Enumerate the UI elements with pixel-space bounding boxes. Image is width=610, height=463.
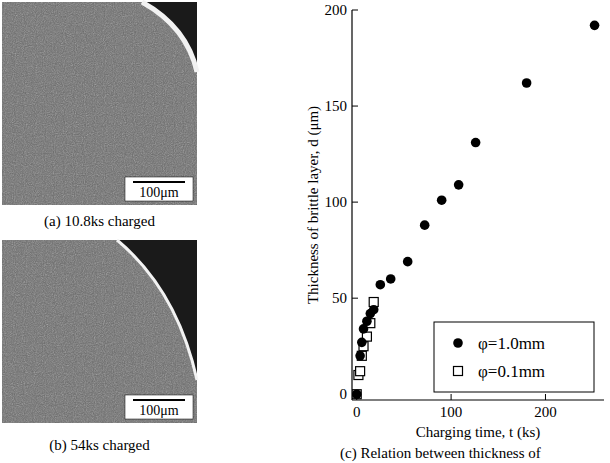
legend-label: φ=1.0mm [478,334,545,353]
panel-caption: (a) 10.8ks charged [44,213,155,230]
scale-bar-label: 100μm [139,403,179,418]
legend-marker [453,338,463,348]
scale-bar-box [125,395,193,419]
y-tick [352,106,358,107]
micrograph-texture [2,2,197,205]
legend-label: φ=0.1mm [478,362,545,381]
data-point [356,367,365,376]
micrograph: 100μm [2,240,197,423]
data-point [454,180,464,190]
y-tick-label: 150 [325,98,348,114]
micrograph: 100μm [2,2,197,205]
y-tick-label: 50 [332,290,347,306]
legend-marker [454,367,463,376]
data-point [355,351,365,361]
y-tick-label: 0 [340,386,348,402]
x-tick-label: 100 [440,404,463,420]
legend-box [434,322,594,392]
figure: 100μm (a) 10.8ks charged 100μm (b) 54ks cha… [0,0,610,463]
y-tick [352,202,358,203]
data-point [352,390,361,399]
y-tick [352,10,358,11]
x-tick-label: 200 [534,404,557,420]
x-axis [352,399,604,400]
y-axis-title: Thickness of brittle layer, d (μm) [305,106,322,304]
specimen-outside [142,2,197,72]
panel-caption: (b) 54ks charged [49,437,150,454]
x-tick [451,394,452,400]
y-tick-label: 100 [325,194,348,210]
scale-bar-box [125,177,193,201]
y-tick [352,298,358,299]
legend: φ=1.0mm φ=0.1mm [434,322,594,392]
plot-area [352,21,599,399]
x-axis-title: Charging time, t (ks) [416,424,541,441]
data-point [357,338,367,348]
data-point [386,274,396,284]
scale-bar [133,399,185,401]
data-point [420,220,430,230]
y-axis [351,10,352,400]
data-point [522,78,532,88]
micrograph-ground [2,2,197,205]
data-point [376,280,386,290]
brittle-layer [117,240,197,380]
data-point [590,21,600,31]
data-point [471,138,481,148]
data-point [369,305,379,315]
data-point [352,389,362,399]
scale-bar-label: 100μm [139,185,179,200]
scale-bar [133,181,185,183]
micrograph-texture [2,240,197,423]
data-point [437,195,447,205]
brittle-layer [142,2,197,72]
specimen-outside [117,240,197,380]
y-tick-label: 200 [325,2,348,18]
chart-caption: (c) Relation between thickness of [340,445,541,462]
data-point [403,257,413,267]
x-tick [545,394,546,400]
chart: 0 50 100 150 200 0 100 200 Charging time, t (ks)… [305,2,604,462]
x-tick-label: 0 [353,404,361,420]
micrograph-ground [2,240,197,423]
